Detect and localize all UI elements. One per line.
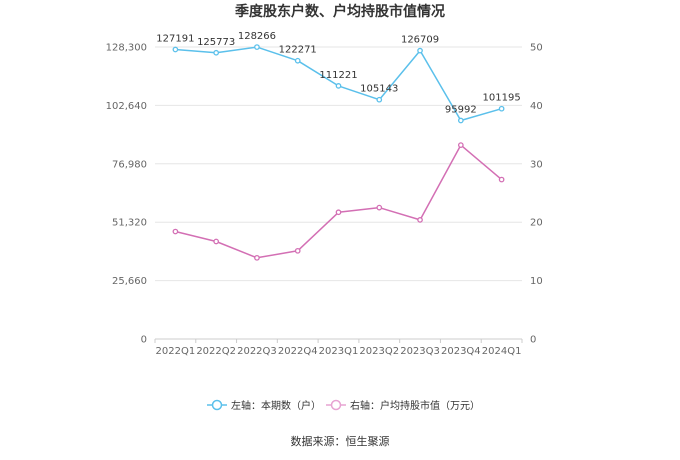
series xyxy=(172,44,505,261)
data-label: 95992 xyxy=(445,105,477,116)
x-axis-tick-label: 2023Q1 xyxy=(319,346,359,357)
legend-label-left-series: 左轴：本期数（户） xyxy=(231,399,321,412)
right-series-point xyxy=(376,204,383,211)
left-series-point xyxy=(254,44,260,50)
data-label: 125773 xyxy=(197,37,235,48)
legend-item-right-series[interactable]: 右轴：户均持股市值（万元） xyxy=(326,399,480,412)
right-axis-tick-label: 10 xyxy=(530,276,543,287)
data-label: 127191 xyxy=(156,34,194,45)
left-axis-tick-label: 25,660 xyxy=(112,276,147,287)
left-axis-tick-label: 51,320 xyxy=(112,218,147,229)
x-axis-tick-label: 2022Q4 xyxy=(278,346,318,357)
left-series-point xyxy=(172,46,179,53)
left-axis-tick-label: 102,640 xyxy=(106,101,147,112)
x-axis-tick-label: 2022Q1 xyxy=(156,346,196,357)
left-series-point xyxy=(213,49,220,56)
right-series-point xyxy=(457,142,464,148)
right-axis-tick-label: 20 xyxy=(530,218,543,229)
left-series-point xyxy=(457,117,464,124)
right-series-point xyxy=(213,238,220,245)
right-axis-tick-label: 40 xyxy=(530,101,543,112)
data-label: 111221 xyxy=(319,70,357,81)
left-axis-tick-label: 0 xyxy=(141,335,147,346)
x-axis-tick-label: 2022Q3 xyxy=(237,346,277,357)
right-series-point xyxy=(172,228,179,235)
data-label: 128266 xyxy=(238,31,276,42)
left-series-point xyxy=(294,57,301,64)
data-label: 101195 xyxy=(483,93,521,104)
data-label: 105143 xyxy=(360,84,398,95)
data-label: 122271 xyxy=(279,45,317,56)
data-source: 数据来源：恒生聚源 xyxy=(291,434,390,448)
legend: 左轴：本期数（户） 右轴：户均持股市值（万元） xyxy=(207,399,480,412)
legend-marker-right-series xyxy=(330,399,342,411)
right-axis-tick-label: 0 xyxy=(530,335,536,346)
left-series-point xyxy=(335,83,342,89)
left-series-point xyxy=(498,105,505,112)
chart-title: 季度股东户数、户均持股市值情况 xyxy=(234,3,445,20)
legend-marker-left-series xyxy=(211,399,223,411)
left-axis-tick-label: 76,980 xyxy=(112,159,147,170)
x-axis-tick-label: 2024Q1 xyxy=(482,346,522,357)
right-series-point xyxy=(254,254,260,261)
right-series-point xyxy=(417,217,423,223)
x-axis-tick-label: 2023Q2 xyxy=(359,346,399,357)
right-series-point xyxy=(335,209,342,216)
x-axis-tick-label: 2022Q2 xyxy=(196,346,236,357)
x-axis-tick-label: 2023Q4 xyxy=(441,346,481,357)
right-axis-tick-label: 50 xyxy=(530,43,543,54)
legend-label-right-series: 右轴：户均持股市值（万元） xyxy=(350,399,480,412)
right-axis-tick-label: 30 xyxy=(530,159,543,170)
x-axis-tick-label: 2023Q3 xyxy=(400,346,440,357)
right-series-point xyxy=(294,247,301,254)
right-series-line xyxy=(175,144,503,259)
left-series-point xyxy=(417,47,423,54)
axes: 0 25,660 51,320 76,980 102,640 128,300 0 10 20 30… xyxy=(106,43,543,358)
gridlines xyxy=(155,46,522,340)
data-label: 126709 xyxy=(401,35,439,46)
right-series-point xyxy=(498,176,505,183)
left-series-point xyxy=(376,96,383,103)
legend-item-left-series[interactable]: 左轴：本期数（户） xyxy=(207,399,321,412)
left-axis-tick-label: 128,300 xyxy=(106,43,147,54)
